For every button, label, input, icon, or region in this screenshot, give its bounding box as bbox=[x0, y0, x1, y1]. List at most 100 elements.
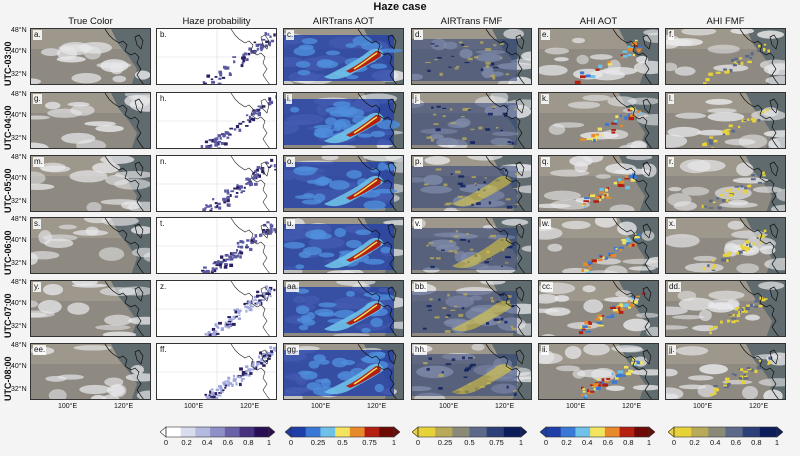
map-panel: e. bbox=[538, 28, 659, 85]
colorbar-tick-label: 1 bbox=[518, 438, 524, 447]
map-panel: z. bbox=[156, 280, 277, 337]
map-image bbox=[412, 29, 531, 84]
lon-tick: 120°E bbox=[367, 403, 387, 410]
panel-letter: aa. bbox=[286, 282, 300, 292]
colorbar-tick-label: 0 bbox=[163, 438, 169, 447]
panel-letter: gg. bbox=[286, 345, 300, 355]
map-panel: p. bbox=[411, 155, 532, 212]
map-image bbox=[539, 156, 658, 211]
colorbar-tick-label: 0.25 bbox=[310, 438, 326, 447]
map-image bbox=[157, 93, 276, 148]
panel-letter: q. bbox=[541, 157, 550, 167]
map-panel: g. bbox=[30, 92, 151, 149]
panel-letter: ii. bbox=[541, 345, 549, 355]
column-title: AHI AOT bbox=[579, 16, 618, 27]
colorbar-tick-label: 0.8 bbox=[243, 438, 254, 447]
map-panel: o. bbox=[283, 155, 404, 212]
colorbar-gradient bbox=[539, 426, 656, 438]
panel-letter: y. bbox=[33, 282, 41, 292]
colorbar: 0 0.25 0.5 0.75 1 bbox=[284, 425, 401, 455]
colorbar-tick-label: 0.8 bbox=[623, 438, 634, 447]
panel-letter: jj. bbox=[668, 345, 676, 355]
lon-tick: 100°E bbox=[311, 403, 331, 410]
map-image bbox=[539, 93, 658, 148]
panel-letter: hh. bbox=[414, 345, 428, 355]
map-image bbox=[31, 218, 150, 273]
panel-letter: h. bbox=[159, 94, 168, 104]
lat-tick: 32°N bbox=[11, 135, 27, 142]
colorbar-tick-label: 0.2 bbox=[561, 438, 572, 447]
map-image bbox=[31, 29, 150, 84]
map-image bbox=[284, 218, 403, 273]
panel-letter: e. bbox=[541, 30, 550, 40]
lat-tick: 32°N bbox=[11, 323, 27, 330]
map-panel: ff. bbox=[156, 343, 277, 400]
map-image bbox=[666, 218, 785, 273]
map-panel: c. bbox=[283, 28, 404, 85]
colorbar-tick-label: 0.75 bbox=[489, 438, 504, 447]
panel-letter: u. bbox=[286, 219, 295, 229]
panel-letter: ee. bbox=[33, 345, 47, 355]
map-image bbox=[31, 281, 150, 336]
lat-tick: 40°N bbox=[11, 237, 27, 244]
colorbar-tick-label: 0.8 bbox=[751, 438, 762, 447]
map-image bbox=[412, 156, 531, 211]
map-image bbox=[157, 344, 276, 399]
map-panel: u. bbox=[283, 217, 404, 274]
colorbar-tick-label: 0.2 bbox=[689, 438, 700, 447]
column-title: Haze probability bbox=[182, 16, 251, 27]
panel-letter: dd. bbox=[668, 282, 682, 292]
map-image bbox=[666, 156, 785, 211]
colorbar-gradient bbox=[284, 426, 401, 438]
map-image bbox=[284, 93, 403, 148]
map-image bbox=[284, 344, 403, 399]
map-panel: x. bbox=[665, 217, 786, 274]
lat-tick: 48°N bbox=[11, 154, 27, 161]
panel-letter: m. bbox=[33, 157, 44, 167]
map-image bbox=[539, 344, 658, 399]
lon-tick: 100°E bbox=[693, 403, 713, 410]
panel-letter: k. bbox=[541, 94, 550, 104]
lat-tick: 32°N bbox=[11, 198, 27, 205]
panel-letter: d. bbox=[414, 30, 423, 40]
lat-tick: 48°N bbox=[11, 27, 27, 34]
lat-tick: 48°N bbox=[11, 216, 27, 223]
map-image bbox=[666, 281, 785, 336]
colorbar-tick-label: 0.6 bbox=[602, 438, 614, 447]
colorbar-tick-label: 1 bbox=[646, 438, 652, 447]
map-panel: hh. bbox=[411, 343, 532, 400]
map-panel: cc. bbox=[538, 280, 659, 337]
panel-letter: t. bbox=[159, 219, 166, 229]
map-image bbox=[31, 93, 150, 148]
map-panel: jj. bbox=[665, 343, 786, 400]
colorbar-tick-label: 0.4 bbox=[201, 438, 213, 447]
colorbar-tick-label: 0.4 bbox=[581, 438, 593, 447]
map-panel: m. bbox=[30, 155, 151, 212]
colorbar-tick-label: 0.6 bbox=[222, 438, 234, 447]
map-image bbox=[412, 281, 531, 336]
panel-letter: s. bbox=[33, 219, 42, 229]
colorbar-gradient bbox=[159, 426, 276, 438]
colorbar-gradient bbox=[411, 426, 528, 438]
lat-tick: 40°N bbox=[11, 363, 27, 370]
lon-tick: 100°E bbox=[566, 403, 586, 410]
panel-letter: p. bbox=[414, 157, 423, 167]
panel-letter: o. bbox=[286, 157, 295, 167]
panel-letter: f. bbox=[668, 30, 675, 40]
colorbar: 0 0.25 0.5 0.75 1 bbox=[411, 425, 528, 455]
panel-letter: b. bbox=[159, 30, 168, 40]
colorbar-tick-label: 0.5 bbox=[337, 438, 348, 447]
lon-tick: 120°E bbox=[749, 403, 769, 410]
panel-letter: a. bbox=[33, 30, 42, 40]
map-image bbox=[412, 218, 531, 273]
panel-letter: n. bbox=[159, 157, 168, 167]
map-panel: dd. bbox=[665, 280, 786, 337]
map-image bbox=[666, 93, 785, 148]
lon-tick: 120°E bbox=[495, 403, 515, 410]
panel-letter: bb. bbox=[414, 282, 428, 292]
map-image bbox=[157, 281, 276, 336]
colorbar-tick-label: 0.5 bbox=[464, 438, 475, 447]
panel-letter: ff. bbox=[159, 345, 168, 355]
colorbar: 0 0.2 0.4 0.6 0.8 1 bbox=[539, 425, 656, 455]
